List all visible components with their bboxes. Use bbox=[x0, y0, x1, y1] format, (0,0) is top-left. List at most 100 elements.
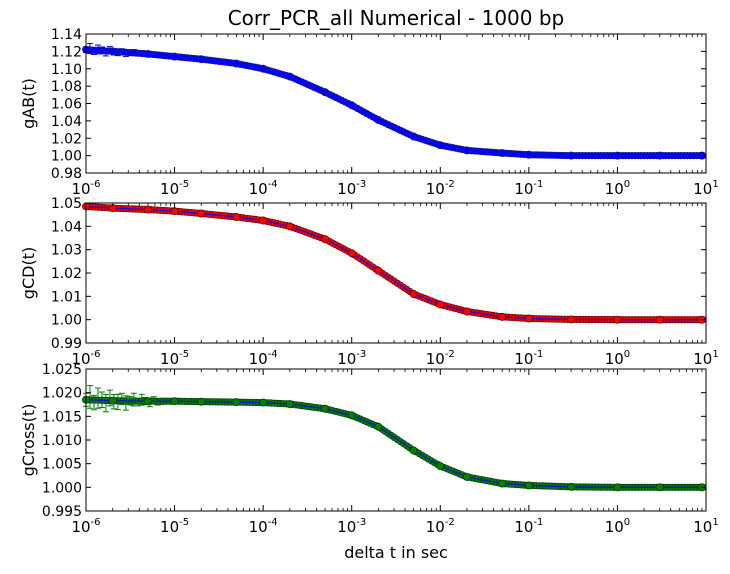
y-tick-label: 1.14 bbox=[51, 27, 82, 43]
data-point bbox=[374, 266, 383, 275]
data-point bbox=[462, 472, 471, 481]
data-point bbox=[232, 213, 241, 221]
x-tick-label: 10-4 bbox=[249, 179, 278, 198]
data-point bbox=[613, 483, 622, 492]
x-tick-label: 10-6 bbox=[71, 349, 100, 368]
data-point bbox=[567, 482, 576, 491]
x-tick-label: 101 bbox=[693, 517, 718, 536]
data-point bbox=[232, 398, 241, 407]
y-tick-label: 1.08 bbox=[51, 79, 82, 95]
subplot-2: 0.99 1.00 1.01 1.02 1.03 1.04 1.05 10-6 10-5 10-4… bbox=[19, 196, 719, 368]
data-point bbox=[613, 315, 622, 324]
y-tick-label: 0.99 bbox=[51, 336, 82, 352]
x-tick-label: 101 bbox=[693, 179, 718, 198]
x-tick-label: 10-1 bbox=[514, 349, 543, 368]
data-point bbox=[374, 116, 383, 124]
y-axis-label: gCross(t) bbox=[19, 404, 38, 477]
y-tick-label: 1.020 bbox=[42, 386, 82, 402]
data-point bbox=[498, 312, 507, 321]
x-tick-label: 10-2 bbox=[426, 517, 455, 536]
figure-title: Corr_PCR_all Numerical - 1000 bp bbox=[228, 6, 565, 30]
y-tick-label: 1.04 bbox=[51, 219, 82, 235]
y-tick-label: 1.05 bbox=[51, 196, 82, 212]
data-point bbox=[524, 481, 533, 490]
data-point bbox=[321, 235, 330, 244]
data-point bbox=[374, 422, 383, 431]
data-point bbox=[655, 483, 664, 492]
data-point bbox=[259, 64, 268, 73]
data-point bbox=[321, 404, 330, 413]
x-tick-label: 10-4 bbox=[249, 517, 278, 536]
x-tick-label: 101 bbox=[693, 349, 718, 368]
data-point bbox=[613, 151, 622, 160]
data-point bbox=[197, 55, 206, 64]
x-tick-label: 10-5 bbox=[160, 179, 189, 198]
x-tick-label: 100 bbox=[605, 517, 630, 536]
data-point bbox=[285, 222, 294, 231]
x-tick-label: 100 bbox=[605, 179, 630, 198]
y-tick-label: 1.015 bbox=[42, 409, 82, 425]
x-tick-label: 10-6 bbox=[71, 179, 100, 198]
data-point bbox=[436, 300, 445, 309]
y-tick-label: 1.000 bbox=[42, 480, 82, 496]
data-point bbox=[462, 307, 471, 316]
y-tick-label: 1.10 bbox=[51, 62, 82, 78]
data-point bbox=[108, 47, 117, 56]
x-tick-label: 10-2 bbox=[426, 349, 455, 368]
y-tick-label: 1.04 bbox=[51, 114, 82, 130]
data-point bbox=[524, 314, 533, 323]
data-point bbox=[655, 151, 664, 160]
subplot-1: 0.981.00 1.021.041.06 1.081.10 1.121.14 10-6… bbox=[19, 27, 719, 198]
data-point bbox=[655, 315, 664, 324]
y-tick-label: 1.06 bbox=[51, 97, 82, 113]
data-points bbox=[82, 395, 706, 492]
data-point bbox=[347, 411, 356, 420]
data-point bbox=[409, 132, 418, 141]
data-point bbox=[197, 209, 206, 218]
x-tick-label: 10-3 bbox=[337, 179, 366, 198]
x-tick-label: 10-2 bbox=[426, 179, 455, 198]
data-point bbox=[170, 52, 179, 61]
y-axis-label: gAB(t) bbox=[19, 78, 38, 129]
y-tick-label: 1.02 bbox=[51, 266, 82, 282]
data-point bbox=[108, 396, 117, 405]
data-points bbox=[82, 45, 706, 160]
data-point bbox=[285, 72, 294, 81]
marker-cloud bbox=[82, 396, 707, 491]
x-tick-label: 10-1 bbox=[514, 517, 543, 536]
data-point bbox=[285, 400, 294, 408]
y-tick-label: 1.010 bbox=[42, 433, 82, 449]
data-point bbox=[347, 101, 356, 110]
data-point bbox=[259, 216, 268, 225]
data-point bbox=[347, 249, 356, 258]
marker-cloud bbox=[82, 202, 707, 324]
data-point bbox=[170, 397, 179, 406]
marker-cloud bbox=[82, 46, 707, 160]
subplot-3: 0.995 1.000 1.005 1.010 1.015 1.020 1.025 10-6 1… bbox=[19, 362, 719, 536]
data-point bbox=[143, 50, 152, 58]
x-tick-label: 10-4 bbox=[249, 349, 278, 368]
subplots: 0.981.001.021.041.061.081.101.121.1410-6… bbox=[19, 27, 719, 536]
fit-line bbox=[85, 399, 706, 488]
x-tick-label: 10-5 bbox=[160, 349, 189, 368]
data-point bbox=[143, 397, 152, 406]
x-tick-label: 10-5 bbox=[160, 517, 189, 536]
data-point bbox=[232, 59, 241, 68]
data-point bbox=[567, 151, 576, 160]
y-tick-label: 1.005 bbox=[42, 457, 82, 473]
y-tick-label: 1.02 bbox=[51, 131, 82, 147]
data-point bbox=[197, 397, 206, 406]
data-point bbox=[436, 462, 445, 470]
y-tick-label: 1.00 bbox=[51, 313, 82, 329]
data-point bbox=[143, 205, 152, 214]
data-point bbox=[409, 290, 418, 298]
data-points bbox=[82, 202, 706, 324]
data-point bbox=[409, 446, 418, 455]
x-axis-label: delta t in sec bbox=[344, 543, 448, 562]
fit-line bbox=[85, 205, 706, 321]
y-tick-label: 1.03 bbox=[51, 243, 82, 259]
data-point bbox=[321, 88, 330, 97]
data-point bbox=[259, 398, 268, 407]
y-axis-label: gCD(t) bbox=[19, 247, 38, 299]
